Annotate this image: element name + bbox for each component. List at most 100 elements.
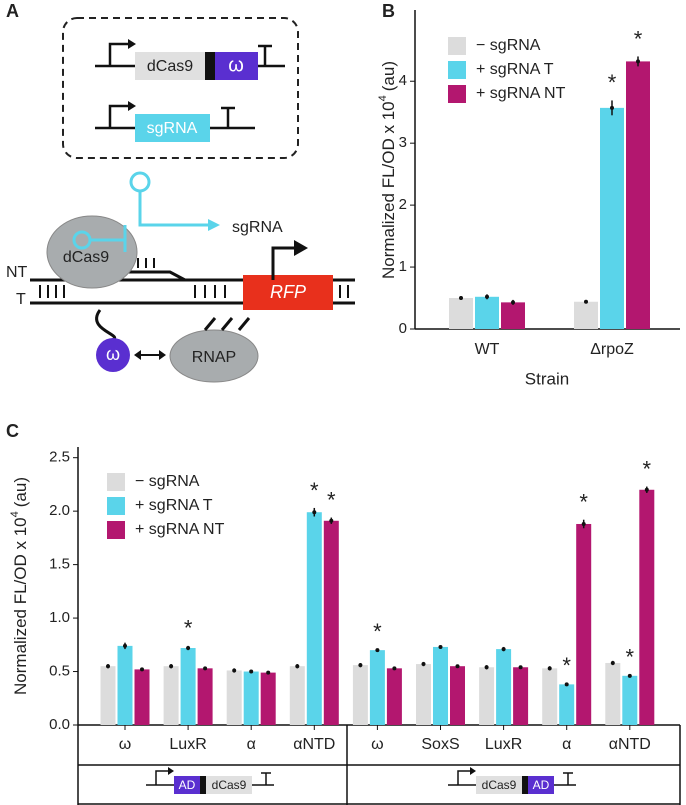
bar [433, 646, 448, 725]
arrowhead [208, 219, 220, 231]
data-point [518, 665, 523, 670]
data-point [249, 669, 254, 674]
panel-a: A dCas9 ω sgRNA RFP [6, 1, 355, 383]
x-tick-label: WT [475, 341, 500, 358]
legend-label: + sgRNA T [135, 497, 213, 514]
data-point [312, 510, 317, 515]
promoter [271, 246, 295, 280]
construct-part [206, 776, 252, 794]
data-point [266, 670, 271, 675]
bar [163, 666, 179, 725]
fusion-box [215, 52, 258, 80]
data-point [392, 666, 397, 671]
promoter [457, 770, 472, 785]
x-tick-label: SoxS [421, 736, 459, 753]
base-pairs [39, 258, 349, 298]
construct-part-label: dCas9 [212, 778, 247, 792]
y-tick-label: 2 [399, 196, 407, 213]
data-point [564, 682, 569, 687]
construct-part [528, 776, 554, 794]
data-point [455, 664, 460, 669]
significance-star: * [562, 653, 571, 678]
bar [449, 298, 473, 329]
data-point [438, 644, 443, 649]
bar [622, 675, 638, 725]
x-axis-title: Strain [525, 369, 569, 388]
panel-label: B [382, 1, 395, 21]
data-point [584, 299, 588, 304]
legend-label: − sgRNA [476, 37, 541, 54]
significance-star: * [608, 70, 617, 95]
bar [605, 662, 621, 725]
legend-swatch [448, 85, 466, 103]
data-point [123, 643, 127, 648]
data-point [203, 666, 208, 671]
gene-label: dCas9 [147, 58, 193, 75]
reporter-box [243, 275, 333, 310]
bar [386, 668, 402, 725]
y-tick-label: 1.5 [49, 556, 70, 573]
fusion-label: ω [228, 54, 244, 76]
data-point [644, 487, 649, 492]
data-point [485, 294, 489, 299]
legend-swatch [448, 37, 466, 55]
y-axis-title-text: Normalized FL/OD x 10 [11, 517, 30, 695]
y-tick-label: 3 [399, 134, 407, 151]
y-tick-label: 2.0 [49, 502, 70, 519]
data-point [581, 521, 586, 526]
linker [200, 776, 206, 794]
bar [450, 666, 465, 725]
gene-box [135, 114, 210, 142]
bar [323, 520, 339, 725]
gene-label: sgRNA [147, 120, 198, 137]
bar [639, 489, 655, 725]
x-tick-label: α [562, 736, 571, 753]
construct-table [77, 725, 681, 805]
x-tick-label: ω [119, 736, 132, 753]
bar [260, 672, 276, 725]
bar [542, 668, 558, 725]
data-point [186, 646, 191, 651]
y-tick-label: 4 [399, 72, 407, 89]
dcas9-shape [46, 215, 138, 289]
omega-shape [96, 338, 130, 372]
legend-label: + sgRNA NT [135, 521, 225, 538]
significance-star: * [626, 645, 635, 670]
arrowhead [128, 39, 136, 49]
x-tick-label: αNTD [609, 736, 651, 753]
significance-star: * [643, 456, 652, 481]
data-point [421, 662, 426, 667]
bar [243, 671, 259, 725]
bar [475, 296, 499, 329]
legend-label: − sgRNA [135, 473, 200, 490]
panel-label: A [6, 1, 19, 21]
linker [522, 776, 528, 794]
y-axis-title: Normalized FL/OD x 104 (au) [9, 477, 31, 695]
significance-star: * [579, 490, 588, 515]
data-point [358, 663, 363, 668]
protein-label: dCas9 [63, 249, 109, 266]
y-tick-label: 1.0 [49, 609, 70, 626]
bar [626, 61, 650, 329]
bar [559, 684, 575, 725]
data-point [636, 59, 640, 64]
recruit-arrows [203, 317, 251, 331]
bar [501, 302, 525, 329]
construct-part-label: AD [533, 778, 550, 792]
y-tick-label: 1 [399, 258, 407, 275]
x-tick-label: LuxR [169, 736, 206, 753]
bar [289, 666, 305, 725]
legend-swatch [107, 497, 125, 515]
polymerase-label: RNAP [192, 349, 236, 366]
data-point [106, 664, 110, 669]
y-tick-label: 0.0 [49, 716, 70, 733]
significance-star: * [327, 487, 336, 512]
significance-star: * [634, 26, 643, 51]
legend-swatch [107, 521, 125, 539]
significance-star: * [310, 478, 319, 503]
construct-part [476, 776, 522, 794]
bar [513, 667, 529, 725]
significance-star: * [373, 619, 382, 644]
arrowhead [134, 350, 141, 360]
data-point [140, 667, 144, 672]
